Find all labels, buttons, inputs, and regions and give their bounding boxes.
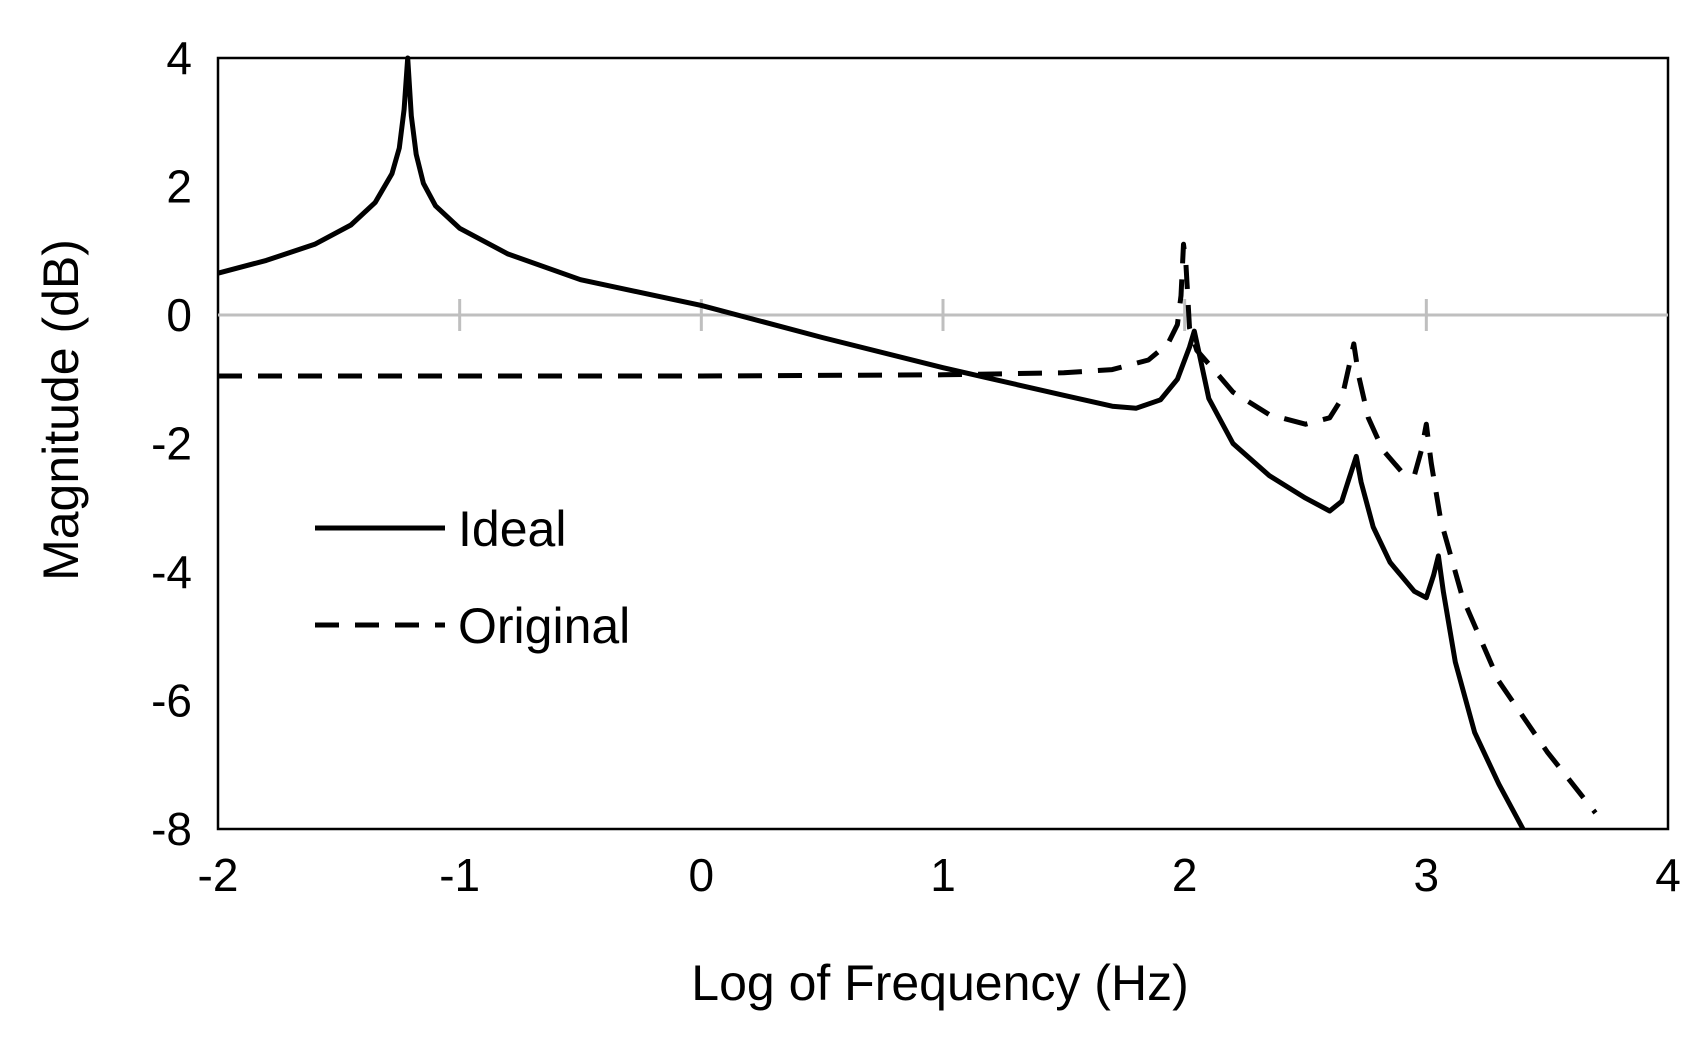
x-tick-labels: -2 -1 0 1 2 3 4 bbox=[198, 849, 1681, 901]
y-tick-labels: 4 2 0 -2 -4 -6 -8 bbox=[151, 32, 192, 855]
x-tick-label: 0 bbox=[689, 849, 715, 901]
x-tick-label: 4 bbox=[1655, 849, 1681, 901]
series-layer bbox=[217, 55, 1598, 831]
y-tick-label: -4 bbox=[151, 546, 192, 598]
x-tick-label: 2 bbox=[1172, 849, 1198, 901]
y-tick-label: -8 bbox=[151, 803, 192, 855]
y-tick-label: -6 bbox=[151, 675, 192, 727]
legend: Ideal Original bbox=[315, 501, 630, 654]
y-tick-label: 2 bbox=[166, 161, 192, 213]
y-axis-title: Magnitude (dB) bbox=[33, 239, 89, 581]
x-axis-title: Log of Frequency (Hz) bbox=[691, 955, 1188, 1011]
x-tick-label: -1 bbox=[439, 849, 480, 901]
y-tick-label: -2 bbox=[151, 418, 192, 470]
series-line-ideal bbox=[217, 55, 1526, 831]
x-tick-label: -2 bbox=[198, 849, 239, 901]
legend-label-ideal: Ideal bbox=[458, 501, 566, 557]
y-tick-label: 4 bbox=[166, 32, 192, 84]
plot-area bbox=[216, 55, 1670, 831]
x-tick-label: 3 bbox=[1414, 849, 1440, 901]
plot-frame bbox=[216, 56, 1670, 831]
x-tick-label: 1 bbox=[930, 849, 956, 901]
y-tick-label: 0 bbox=[166, 289, 192, 341]
legend-label-original: Original bbox=[458, 598, 630, 654]
